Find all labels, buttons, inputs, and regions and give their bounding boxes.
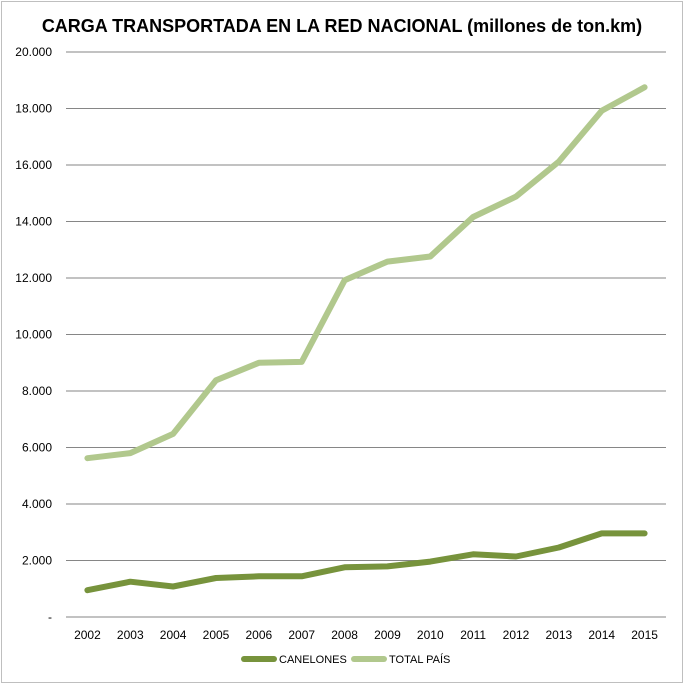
y-tick-label: 16.000	[15, 158, 52, 172]
y-tick-label: 8.000	[22, 384, 52, 398]
x-tick-label: 2013	[546, 628, 573, 642]
x-tick-label: 2002	[74, 628, 101, 642]
y-tick-label: 20.000	[15, 45, 52, 59]
x-tick-label: 2010	[417, 628, 444, 642]
y-tick-label: 18.000	[15, 102, 52, 116]
y-tick-label: 4.000	[22, 497, 52, 511]
chart-title: CARGA TRANSPORTADA EN LA RED NACIONAL (m…	[42, 16, 642, 36]
y-tick-label: 6.000	[22, 441, 52, 455]
legend: CANELONES TOTAL PAÍS	[241, 653, 450, 666]
legend-label: CANELONES	[279, 654, 347, 666]
gridlines	[66, 51, 666, 618]
series-line-total-pais	[84, 84, 648, 462]
x-tick-label: 2011	[460, 628, 486, 642]
x-tick-label: 2006	[246, 628, 273, 642]
x-tick-label: 2012	[503, 628, 530, 642]
y-tick-label: 10.000	[15, 328, 52, 342]
x-tick-label: 2008	[331, 628, 358, 642]
x-tick-label: 2015	[631, 628, 658, 642]
x-axis-ticks: 2002 2003 2004 2005 2006 2007 2008 2009 2010 2011…	[74, 628, 658, 642]
y-tick-label: 2.000	[22, 554, 52, 568]
series-lines	[84, 84, 648, 594]
y-tick-label: 12.000	[15, 271, 52, 285]
x-tick-label: 2005	[203, 628, 230, 642]
legend-label: TOTAL PAÍS	[389, 653, 450, 666]
y-axis-ticks: - 2.000 4.000 6.000 8.000 10.000 12.000 14.000 1…	[15, 45, 52, 624]
x-tick-label: 2014	[588, 628, 615, 642]
x-tick-label: 2003	[117, 628, 144, 642]
y-tick-label: -	[48, 610, 52, 624]
x-tick-label: 2007	[288, 628, 315, 642]
x-tick-label: 2004	[160, 628, 187, 642]
y-tick-label: 14.000	[15, 215, 52, 229]
x-tick-label: 2009	[374, 628, 401, 642]
series-line-canelones	[84, 530, 648, 594]
